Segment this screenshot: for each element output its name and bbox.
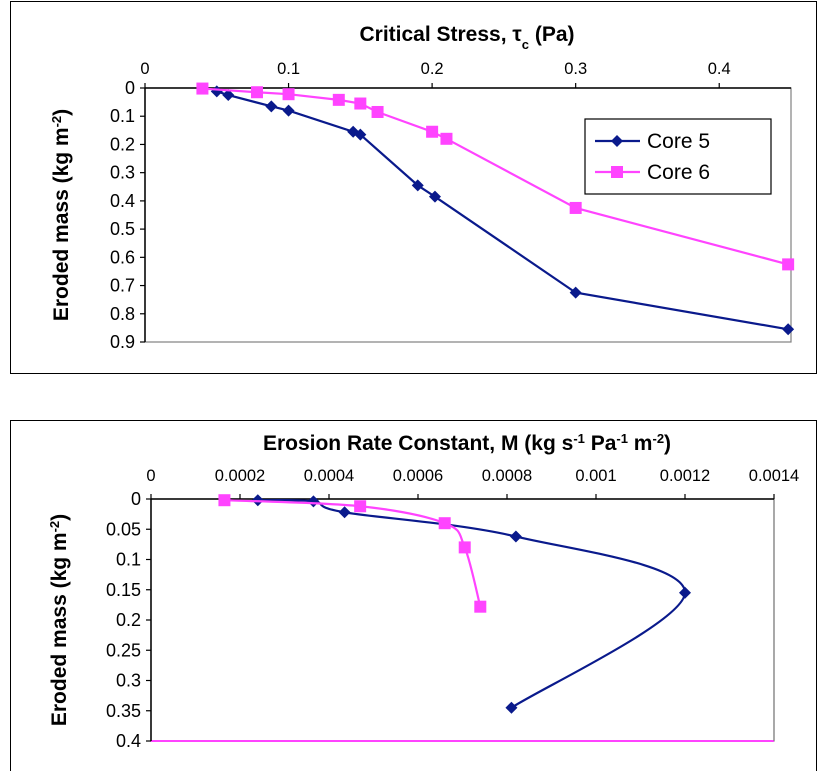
y-tick-label: 0.8 <box>110 304 135 324</box>
y-tick-label: 0.1 <box>110 106 135 126</box>
chart-title: Erosion Rate Constant, M (kg s-1 Pa-1 m-… <box>263 431 671 456</box>
y-tick-label: 0.15 <box>106 580 141 600</box>
y-axis-label: Eroded mass (kg m-2) <box>49 109 74 321</box>
data-point-1 <box>679 586 691 599</box>
data-point-1 <box>282 104 295 117</box>
y-tick-label: 0.6 <box>110 247 135 267</box>
legend-label: Core 5 <box>647 130 710 153</box>
data-point-2 <box>426 125 439 138</box>
x-tick-label: 0 <box>140 60 149 78</box>
series-line-2 <box>224 499 482 607</box>
x-tick-label: 0.4 <box>708 60 731 78</box>
data-point-2 <box>440 132 453 145</box>
plot-area <box>150 498 775 742</box>
data-point-2 <box>474 600 487 613</box>
legend-label: Core 6 <box>647 161 710 184</box>
data-point-1 <box>411 179 424 192</box>
data-point-2 <box>782 258 795 271</box>
x-tick-label: 0.0004 <box>304 467 354 485</box>
data-point-2 <box>354 500 367 513</box>
y-tick-label: 0 <box>131 489 141 509</box>
y-tick-label: 0.2 <box>116 610 141 630</box>
erosion-rate-chart: 0 0.0002 0.0004 0.0006 0.0008 0.001 0.0012 0.00… <box>47 431 800 752</box>
data-point-1 <box>338 506 351 519</box>
y-tick-label: 0.05 <box>106 519 141 539</box>
x-tick-label: 0.3 <box>564 60 587 78</box>
data-point-2 <box>354 97 367 110</box>
y-tick-label: 0.3 <box>116 671 141 691</box>
y-tick-label: 0.5 <box>110 219 135 239</box>
x-tick-label: 0.0002 <box>215 467 265 485</box>
erosion-rate-chart-frame: 0 0.0002 0.0004 0.0006 0.0008 0.001 0.0012 0.00… <box>10 420 817 771</box>
x-tick-label: 0 <box>146 467 155 485</box>
data-point-1 <box>509 530 522 543</box>
data-point-2 <box>371 105 384 118</box>
data-point-2 <box>250 86 263 99</box>
chart-title: Critical Stress, τc (Pa) <box>359 23 574 52</box>
y-tick-label: 0.2 <box>110 134 135 154</box>
data-point-2 <box>196 82 209 95</box>
data-point-1 <box>428 190 441 203</box>
data-point-2 <box>282 88 295 101</box>
x-tick-label: 0.001 <box>575 467 616 485</box>
data-point-1 <box>505 701 518 714</box>
series-line-2 <box>202 87 789 266</box>
data-point-1 <box>222 89 235 102</box>
y-tick-label: 0.4 <box>116 731 141 751</box>
legend-swatch-marker <box>611 166 623 178</box>
legend-swatch-marker <box>611 135 623 147</box>
y-tick-label: 0 <box>125 78 135 98</box>
data-point-1 <box>569 286 582 299</box>
x-tick-label: 0.0006 <box>393 467 443 485</box>
critical-stress-chart-frame: 0 0.1 0.2 0.3 0.4 0 0.1 0.2 0.3 0.4 0.5 0.6 0.7 0.8 0.… <box>10 1 817 374</box>
data-point-1 <box>782 323 795 336</box>
y-tick-label: 0.35 <box>106 701 141 721</box>
y-tick-label: 0.7 <box>110 276 135 296</box>
data-point-2 <box>332 93 345 106</box>
x-tick-label: 0.0008 <box>482 467 532 485</box>
y-tick-label: 0.25 <box>106 640 141 660</box>
x-tick-label: 0.2 <box>421 60 444 78</box>
legend-box <box>584 118 772 195</box>
y-tick-label: 0.4 <box>110 191 135 211</box>
data-point-1 <box>354 128 367 141</box>
data-point-2 <box>569 201 582 214</box>
critical-stress-chart: 0 0.1 0.2 0.3 0.4 0 0.1 0.2 0.3 0.4 0.5 0.6 0.7 0.8 0.… <box>49 23 795 352</box>
y-tick-label: 0.1 <box>116 550 141 570</box>
x-tick-label: 0.0012 <box>660 467 710 485</box>
data-point-2 <box>218 494 231 507</box>
x-tick-label: 0.0014 <box>749 467 799 485</box>
y-axis-label: Eroded mass (kg m-2) <box>47 514 72 726</box>
data-point-1 <box>265 100 278 113</box>
y-tick-label: 0.9 <box>110 332 135 352</box>
x-tick-label: 0.1 <box>277 60 300 78</box>
data-point-2 <box>438 517 451 530</box>
data-point-2 <box>458 541 471 554</box>
y-tick-label: 0.3 <box>110 163 135 183</box>
